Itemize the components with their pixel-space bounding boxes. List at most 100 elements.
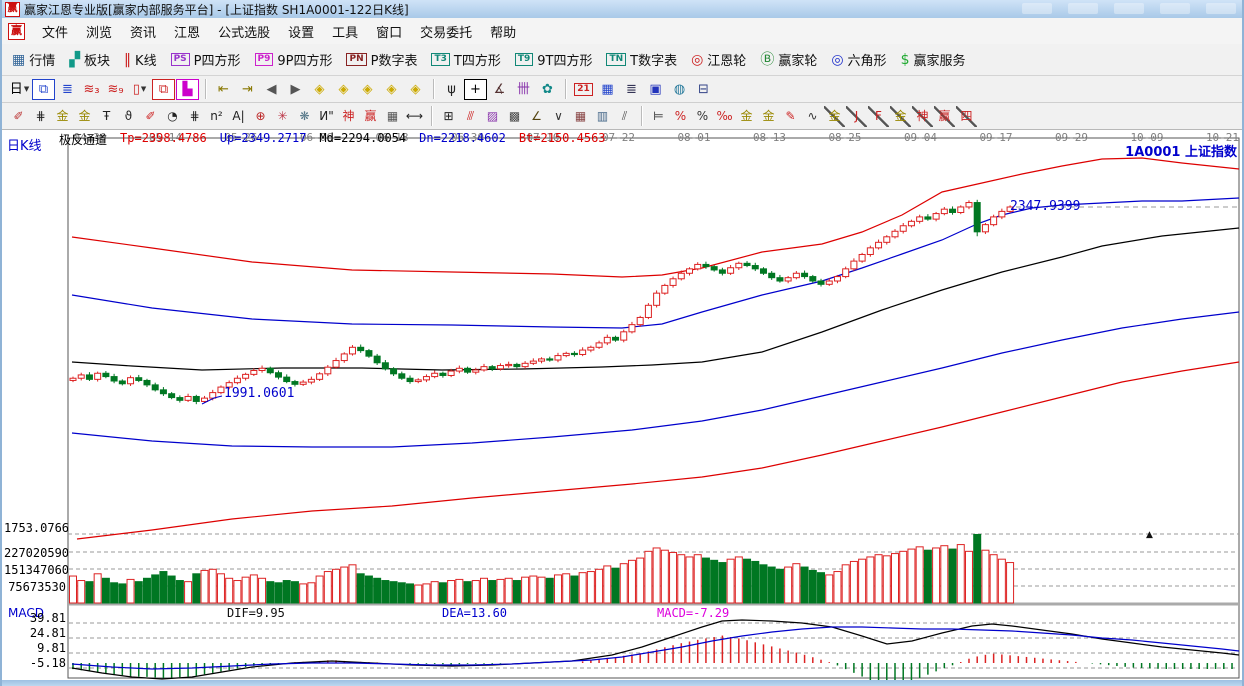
grid-123-icon[interactable]: ▦ bbox=[386, 108, 399, 123]
fan-dark-icon[interactable]: ▩ bbox=[508, 108, 521, 123]
draw-pencil-icon[interactable]: ✐ bbox=[13, 108, 24, 123]
bars-9-icon[interactable]: ≋₉ bbox=[107, 81, 124, 97]
nav-prev-icon[interactable]: ◀ bbox=[266, 81, 277, 97]
calculator-icon[interactable]: ▦ bbox=[601, 81, 614, 97]
macd-pane-label[interactable]: MACD bbox=[8, 606, 44, 620]
kline-style-dropdown-icon[interactable]: 日 ▼ bbox=[9, 81, 30, 97]
calendar-icon[interactable]: 21 bbox=[572, 79, 595, 100]
ruler-2-icon[interactable]: ⋕ bbox=[189, 108, 200, 123]
nav-first-icon[interactable]: ⇤ bbox=[218, 81, 229, 97]
pattern-red-icon[interactable]: ⧉ bbox=[152, 78, 175, 100]
gold-gate-1-icon[interactable]: 金 bbox=[56, 108, 69, 123]
permille-icon[interactable]: ‰ bbox=[716, 108, 733, 123]
si-angle-icon[interactable]: 四 bbox=[956, 105, 977, 127]
save-icon[interactable]: ▣ bbox=[649, 81, 662, 97]
menu-item-0[interactable]: 文件 bbox=[42, 25, 69, 41]
ying-angle-icon[interactable]: 赢 bbox=[934, 105, 955, 127]
gauge-icon[interactable]: ⊨ bbox=[653, 108, 664, 123]
remote-icon[interactable]: ⊟ bbox=[698, 81, 709, 97]
percent-red-icon[interactable]: % bbox=[674, 108, 687, 123]
menu-item-1[interactable]: 浏览 bbox=[86, 25, 113, 41]
a-line-icon[interactable]: A| bbox=[232, 108, 245, 123]
percent-icon[interactable]: % bbox=[696, 108, 709, 123]
shen-angle-icon[interactable]: 神 bbox=[912, 105, 933, 127]
wave-icon[interactable]: ∿ bbox=[807, 108, 818, 123]
gold-circle-icon[interactable]: 金 bbox=[740, 108, 753, 123]
candle-pencil-icon[interactable]: ✎ bbox=[785, 108, 796, 123]
f-ruler-icon[interactable]: Ŧ bbox=[102, 108, 111, 123]
ruler-1-icon[interactable]: ⋕ bbox=[35, 108, 46, 123]
kline-plot[interactable] bbox=[2, 130, 1244, 686]
symbol-corner-label[interactable]: 1A0001 上证指数 bbox=[1125, 145, 1237, 160]
crosshair-icon[interactable]: + bbox=[464, 78, 487, 100]
menu-item-9[interactable]: 帮助 bbox=[490, 25, 517, 41]
toolbar-button-quotes[interactable]: ▦ 行情 bbox=[6, 47, 61, 72]
hand-icon[interactable]: ψ bbox=[447, 81, 456, 97]
zoom-in-icon[interactable]: ◈ bbox=[386, 81, 397, 97]
star-grid-icon[interactable]: ❋ bbox=[299, 108, 310, 123]
gold-slash-icon[interactable]: 金 bbox=[824, 105, 845, 127]
scroll-marker-icon[interactable]: ▲ bbox=[1146, 530, 1153, 540]
info-panel-icon[interactable]: ≣ bbox=[62, 81, 73, 97]
toolbar-button-p-table[interactable]: PN P数字表 bbox=[340, 47, 423, 72]
nav-next-icon[interactable]: ▶ bbox=[290, 81, 301, 97]
n-squared-icon[interactable]: n² bbox=[210, 108, 223, 123]
box-frame-icon[interactable]: ⊞ bbox=[443, 108, 454, 123]
zoom-all-icon[interactable]: ◈ bbox=[410, 81, 421, 97]
tool-teal-icon[interactable]: ✿ bbox=[542, 81, 553, 97]
slashes-icon[interactable]: ⫽ bbox=[621, 108, 628, 123]
toolbar-button-9t-square[interactable]: T9 9T四方形 bbox=[509, 47, 599, 72]
toolbar-button-service[interactable]: $ 赢家服务 bbox=[895, 47, 972, 72]
toolbar-button-gann-wheel[interactable]: ◎ 江恩轮 bbox=[685, 47, 752, 72]
indicator-name[interactable]: 极反通道 bbox=[59, 133, 108, 147]
bars-3-icon[interactable]: ≋₃ bbox=[83, 81, 100, 97]
i-mark-icon[interactable]: И" bbox=[319, 108, 334, 123]
j-angle-icon[interactable]: J bbox=[846, 105, 867, 127]
volume-style-icon[interactable]: ▙ bbox=[176, 78, 199, 100]
menu-item-3[interactable]: 江恩 bbox=[174, 25, 201, 41]
spiral-icon[interactable]: ϑ bbox=[124, 108, 133, 123]
grid-blue-icon[interactable]: ▥ bbox=[596, 108, 609, 123]
toolbar-button-p-square[interactable]: PS P四方形 bbox=[165, 47, 247, 72]
circle-cross-icon[interactable]: ⊕ bbox=[255, 108, 266, 123]
toolbar-button-t-square[interactable]: T3 T四方形 bbox=[425, 47, 506, 72]
angle-lines-icon[interactable]: ∠ bbox=[531, 108, 542, 123]
fan-box-icon[interactable]: ▨ bbox=[486, 108, 499, 123]
shen-icon[interactable]: 神 bbox=[342, 108, 355, 123]
gold-angle-icon[interactable]: 金 bbox=[890, 105, 911, 127]
pattern-view-icon[interactable]: ⧉ bbox=[32, 78, 55, 100]
browser-icon[interactable]: ◍ bbox=[673, 81, 686, 97]
menu-item-7[interactable]: 窗口 bbox=[376, 25, 403, 41]
gold-gate-2-icon[interactable]: 金 bbox=[78, 108, 91, 123]
toolbar-button-sectors[interactable]: ▞ 板块 bbox=[63, 47, 116, 72]
v-wave-icon[interactable]: ∨ bbox=[554, 108, 563, 123]
menu-item-4[interactable]: 公式选股 bbox=[218, 25, 271, 41]
fan-red-icon[interactable]: ⫻ bbox=[466, 108, 475, 123]
zoom-right-icon[interactable]: ◈ bbox=[338, 81, 349, 97]
chart-canvas[interactable]: 日K线 04-30 05-14 05-26 06-06 06-18 06-30 07-10 0… bbox=[2, 130, 1244, 686]
clock-icon[interactable]: ◔ bbox=[167, 108, 178, 123]
zoom-left-icon[interactable]: ◈ bbox=[314, 81, 325, 97]
grid-red-icon[interactable]: ▦ bbox=[574, 108, 587, 123]
angle-measure-icon[interactable]: ∡ bbox=[493, 81, 506, 97]
h-span-icon[interactable]: ⟷ bbox=[405, 108, 424, 123]
menu-item-8[interactable]: 交易委托 bbox=[420, 25, 473, 41]
notes-icon[interactable]: ≣ bbox=[626, 81, 637, 97]
tool-purple-icon[interactable]: 卌 bbox=[516, 81, 530, 97]
candle-type-dropdown-icon[interactable]: ▯ ▼ bbox=[132, 81, 147, 97]
gold-lines-icon[interactable]: 金 bbox=[762, 108, 775, 123]
toolbar-button-t-table[interactable]: TN T数字表 bbox=[600, 47, 683, 72]
toolbar-button-winner-wheel[interactable]: Ⓑ 赢家轮 bbox=[754, 47, 823, 72]
f-angle-icon[interactable]: F bbox=[868, 105, 889, 127]
ying-icon[interactable]: 赢 bbox=[364, 108, 377, 123]
zoom-h-icon[interactable]: ◈ bbox=[362, 81, 373, 97]
menu-item-5[interactable]: 设置 bbox=[288, 25, 315, 41]
menu-item-6[interactable]: 工具 bbox=[332, 25, 359, 41]
pencil-red-icon[interactable]: ✐ bbox=[145, 108, 156, 123]
toolbar-button-kline[interactable]: ‖ K线 bbox=[118, 47, 163, 72]
toolbar-button-hexagon[interactable]: ◎ 六角形 bbox=[825, 47, 892, 72]
nav-last-icon[interactable]: ⇥ bbox=[242, 81, 253, 97]
menu-item-2[interactable]: 资讯 bbox=[130, 25, 157, 41]
star-red-icon[interactable]: ✳ bbox=[277, 108, 288, 123]
toolbar-button-9p-square[interactable]: P9 9P四方形 bbox=[249, 47, 339, 72]
